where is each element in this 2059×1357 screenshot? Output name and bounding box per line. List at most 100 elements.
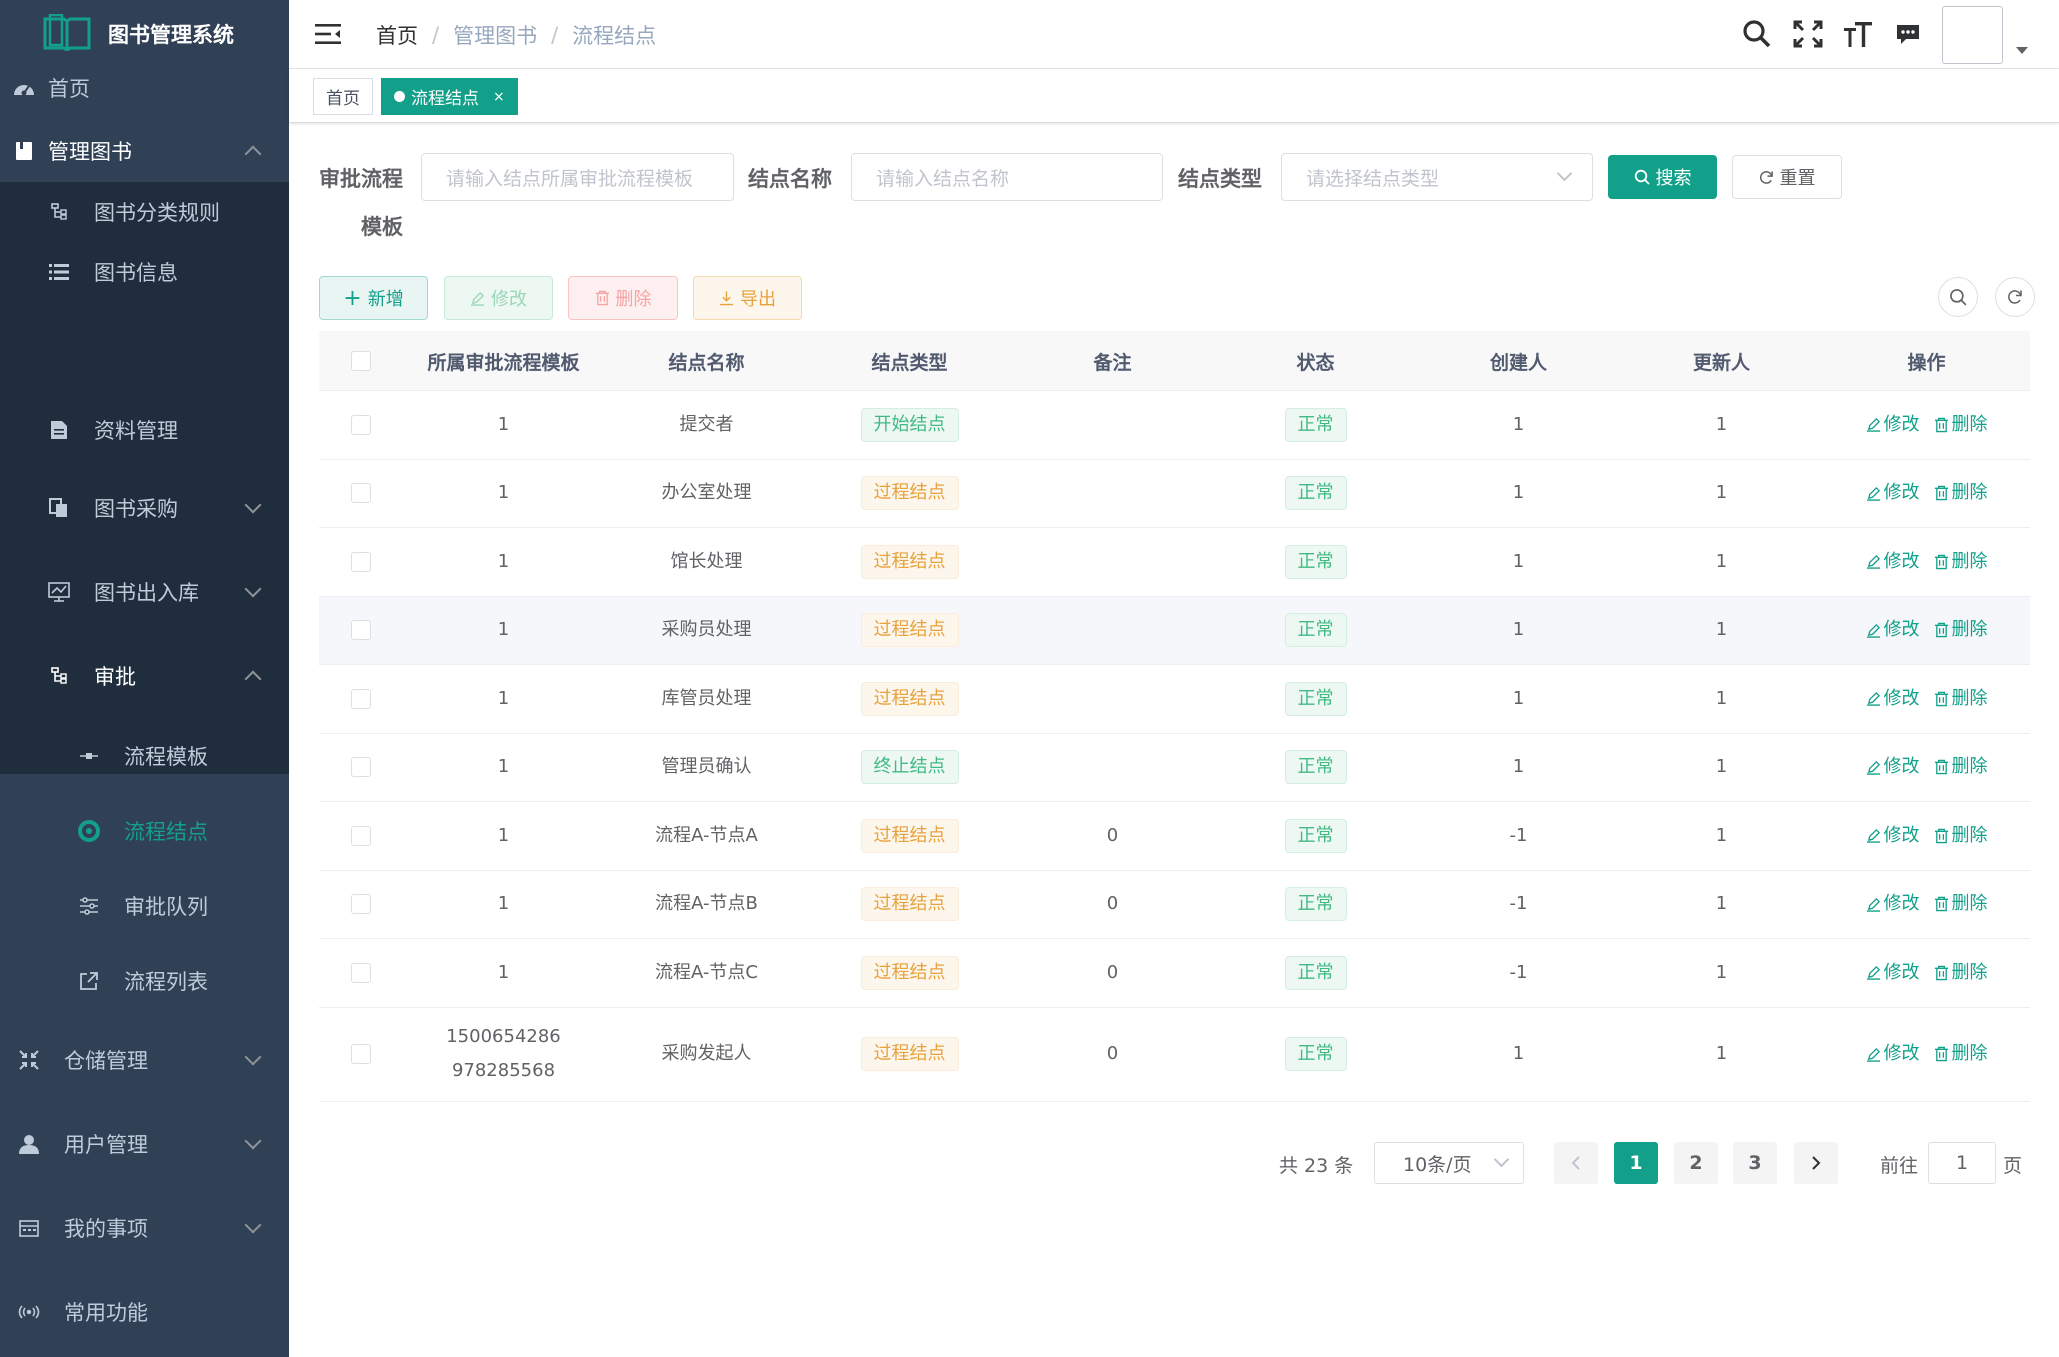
sidebar-item-docs[interactable]: 资料管理 (0, 400, 289, 460)
cell-checkbox (319, 528, 402, 596)
cell-node-name: 流程A-节点A (605, 802, 808, 870)
breadcrumb-home[interactable]: 首页 (376, 24, 418, 48)
row-edit-button[interactable]: 修改 (1866, 1037, 1920, 1071)
cell-template: 1 (402, 391, 605, 459)
edit-button[interactable]: 修改 (444, 276, 553, 320)
sidebar-item-storage[interactable]: 仓储管理 (0, 1028, 289, 1092)
row-checkbox[interactable] (350, 962, 371, 983)
page-3-button[interactable]: 3 (1733, 1142, 1777, 1184)
cell-text: 1 (497, 619, 510, 641)
search-icon[interactable] (1742, 18, 1772, 50)
caret-down-icon[interactable] (2016, 47, 2028, 54)
row-checkbox[interactable] (350, 483, 371, 504)
sidebar-item-category-rules[interactable]: 图书分类规则 (0, 182, 289, 242)
sidebar-item-manage-books[interactable]: 管理图书 (0, 120, 289, 182)
sidebar-item-users[interactable]: 用户管理 (0, 1112, 289, 1176)
tag-current[interactable]: 流程结点 × (381, 78, 518, 115)
cell-node-type: 过程结点 (808, 460, 1011, 528)
row-edit-button[interactable]: 修改 (1866, 613, 1920, 647)
next-page-button[interactable] (1794, 1142, 1838, 1184)
sidebar-item-flow-template[interactable]: 流程模板 (0, 726, 289, 786)
cell-node-type: 过程结点 (808, 665, 1011, 733)
row-delete-label: 删除 (1951, 619, 1988, 641)
hamburger-icon[interactable] (315, 22, 341, 46)
row-delete-button[interactable]: 删除 (1934, 1037, 1988, 1071)
toggle-search-button[interactable] (1938, 277, 1978, 317)
row-checkbox[interactable] (350, 688, 371, 709)
row-checkbox[interactable] (350, 414, 371, 435)
row-checkbox[interactable] (350, 825, 371, 846)
delete-button[interactable]: 删除 (568, 276, 678, 320)
sidebar-item-approval[interactable]: 审批 (0, 644, 289, 708)
search-button[interactable]: 搜索 (1608, 155, 1717, 199)
cell-text: -1 (1509, 893, 1528, 915)
tag-home[interactable]: 首页 (313, 78, 373, 115)
goto-page-input[interactable]: 1 (1928, 1142, 1996, 1184)
export-button-label: 导出 (740, 289, 776, 310)
row-edit-button[interactable]: 修改 (1866, 750, 1920, 784)
cell-creator: 1 (1417, 597, 1620, 665)
row-checkbox[interactable] (350, 1044, 371, 1064)
export-button[interactable]: 导出 (693, 276, 802, 320)
sidebar-item-flow-node[interactable]: 流程结点 (0, 801, 289, 861)
avatar[interactable] (1942, 6, 2003, 64)
sidebar-item-approval-queue[interactable]: 审批队列 (0, 876, 289, 936)
sidebar-item-inout[interactable]: 图书出入库 (0, 560, 289, 624)
cell-text: 1 (1715, 550, 1728, 572)
node-type-select[interactable]: 请选择结点类型 (1281, 153, 1593, 201)
row-delete-button[interactable]: 删除 (1934, 750, 1988, 784)
select-all-checkbox[interactable] (350, 351, 371, 371)
row-checkbox[interactable] (350, 894, 371, 915)
sidebar-item-flow-list[interactable]: 流程列表 (0, 951, 289, 1011)
cell-status: 正常 (1214, 802, 1417, 870)
table-header: 所属审批流程模板 结点名称 结点类型 备注 状态 创建人 更新人 操作 (319, 331, 2030, 391)
row-checkbox[interactable] (350, 551, 371, 572)
row-edit-button[interactable]: 修改 (1866, 819, 1920, 853)
row-checkbox[interactable] (350, 757, 371, 778)
row-delete-button[interactable]: 删除 (1934, 408, 1988, 442)
cell-status: 正常 (1214, 1008, 1417, 1101)
page-2-button[interactable]: 2 (1674, 1142, 1718, 1184)
row-delete-label: 删除 (1951, 687, 1988, 709)
row-delete-button[interactable]: 删除 (1934, 476, 1988, 510)
row-edit-button[interactable]: 修改 (1866, 545, 1920, 579)
template-input[interactable]: 请输入结点所属审批流程模板 (421, 153, 734, 201)
sidebar-item-label: 图书采购 (94, 497, 178, 521)
cell-creator: 1 (1417, 734, 1620, 802)
message-icon[interactable] (1893, 18, 1923, 50)
row-edit-button[interactable]: 修改 (1866, 408, 1920, 442)
row-delete-button[interactable]: 删除 (1934, 819, 1988, 853)
close-icon[interactable]: × (493, 88, 505, 105)
prev-page-button[interactable] (1554, 1142, 1598, 1184)
text-size-icon[interactable] (1843, 18, 1873, 50)
sidebar-item-common[interactable]: 常用功能 (0, 1280, 289, 1344)
add-button[interactable]: + 新增 (319, 276, 428, 320)
row-edit-button[interactable]: 修改 (1866, 682, 1920, 716)
reset-button[interactable]: 重置 (1732, 155, 1842, 199)
cell-text: 采购发起人 (661, 1043, 752, 1064)
sidebar-item-purchase[interactable]: 图书采购 (0, 476, 289, 540)
row-checkbox[interactable] (350, 620, 371, 641)
node-name-input[interactable]: 请输入结点名称 (851, 153, 1163, 201)
row-delete-button[interactable]: 删除 (1934, 545, 1988, 579)
table-row: 1 库管员处理 过程结点 正常 1 1 修改 删除 (319, 665, 2030, 734)
row-delete-button[interactable]: 删除 (1934, 682, 1988, 716)
row-delete-button[interactable]: 删除 (1934, 956, 1988, 990)
header-remark: 备注 (1093, 351, 1132, 374)
node-type-tag: 过程结点 (860, 818, 959, 853)
row-edit-button[interactable]: 修改 (1866, 476, 1920, 510)
template-placeholder: 请输入结点所属审批流程模板 (446, 167, 694, 190)
refresh-table-button[interactable] (1995, 277, 2035, 317)
row-delete-button[interactable]: 删除 (1934, 613, 1988, 647)
download-icon (719, 291, 734, 306)
row-delete-button[interactable]: 删除 (1934, 887, 1988, 921)
sidebar-item-my-tasks[interactable]: 我的事项 (0, 1196, 289, 1260)
page-1-button[interactable]: 1 (1614, 1142, 1658, 1184)
page-size-select[interactable]: 10条/页 (1374, 1142, 1524, 1184)
cell-node-name: 采购员处理 (605, 597, 808, 665)
row-edit-button[interactable]: 修改 (1866, 956, 1920, 990)
sidebar-item-home[interactable]: 首页 (0, 56, 289, 120)
sidebar-item-book-info[interactable]: 图书信息 (0, 242, 289, 302)
fullscreen-icon[interactable] (1793, 18, 1823, 50)
row-edit-button[interactable]: 修改 (1866, 887, 1920, 921)
